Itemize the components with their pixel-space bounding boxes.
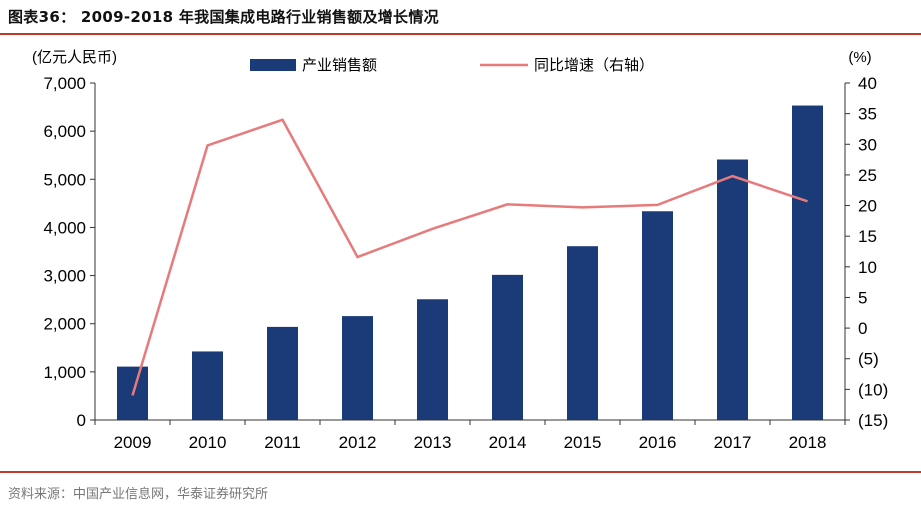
right-tick-label: 10 bbox=[858, 258, 877, 277]
x-tick-label: 2018 bbox=[789, 433, 827, 452]
bar-2012 bbox=[342, 316, 373, 420]
bar-2014 bbox=[492, 274, 523, 420]
growth-line bbox=[131, 118, 808, 396]
right-tick-label: (5) bbox=[858, 350, 879, 369]
legend-line-label: 同比增速（右轴） bbox=[534, 57, 654, 74]
right-tick-label: 30 bbox=[858, 135, 877, 154]
right-tick-label: 5 bbox=[858, 288, 867, 307]
right-tick-label: 35 bbox=[858, 105, 877, 124]
left-axis-label: (亿元人民币) bbox=[32, 49, 117, 66]
x-tick-label: 2014 bbox=[489, 433, 527, 452]
bar-2015 bbox=[567, 246, 598, 420]
left-tick-label: 7,000 bbox=[43, 74, 86, 93]
figure-title: 图表36： 2009-2018 年我国集成电路行业销售额及增长情况 bbox=[8, 8, 439, 26]
x-tick-label: 2012 bbox=[339, 433, 377, 452]
source-rule bbox=[0, 471, 921, 473]
legend-bar-label: 产业销售额 bbox=[302, 57, 377, 74]
x-tick-label: 2009 bbox=[114, 433, 152, 452]
right-tick-label: 25 bbox=[858, 166, 877, 185]
right-tick-label: (10) bbox=[858, 380, 888, 399]
right-tick-label: 15 bbox=[858, 227, 877, 246]
left-tick-label: 3,000 bbox=[43, 267, 86, 286]
x-tick-label: 2015 bbox=[564, 433, 602, 452]
right-tick-label: (15) bbox=[858, 411, 888, 430]
title-rule bbox=[0, 33, 921, 35]
x-tick-label: 2016 bbox=[639, 433, 677, 452]
combo-chart: 0 1,000 2,000 3,000 4,000 5,000 6,000 7,000 (15… bbox=[32, 49, 888, 452]
bar-2010 bbox=[192, 351, 223, 420]
x-tick-label: 2010 bbox=[189, 433, 227, 452]
right-tick-label: 0 bbox=[858, 319, 867, 338]
left-tick-label: 4,000 bbox=[43, 218, 86, 237]
legend-bar-swatch bbox=[250, 59, 296, 71]
left-tick-label: 2,000 bbox=[43, 315, 86, 334]
right-tick-group: (15) (10) (5) 0 5 10 15 20 25 30 35 40 bbox=[845, 74, 888, 430]
x-tick-label: 2011 bbox=[264, 433, 301, 452]
bar-2017 bbox=[717, 159, 748, 420]
right-tick-label: 20 bbox=[858, 197, 877, 216]
source-note: 资料来源：中国产业信息网，华泰证券研究所 bbox=[8, 487, 269, 502]
bar-2011 bbox=[267, 326, 298, 420]
x-tick-label: 2013 bbox=[414, 433, 452, 452]
left-tick-group: 0 1,000 2,000 3,000 4,000 5,000 6,000 7,000 bbox=[43, 74, 95, 430]
bar-2018 bbox=[792, 105, 823, 421]
left-tick-label: 0 bbox=[77, 411, 86, 430]
x-tick-group: 2009 2010 2011 2012 2013 2014 2015 2016 2017 2018 bbox=[94, 420, 846, 452]
left-tick-label: 5,000 bbox=[43, 170, 86, 189]
left-tick-label: 1,000 bbox=[43, 363, 86, 382]
bar-2016 bbox=[642, 211, 673, 420]
bar-2013 bbox=[417, 299, 448, 420]
right-tick-label: 40 bbox=[858, 74, 877, 93]
right-axis-label: (%) bbox=[848, 49, 871, 66]
bar-series-group bbox=[117, 105, 823, 421]
x-tick-label: 2017 bbox=[714, 433, 752, 452]
left-tick-label: 6,000 bbox=[43, 122, 86, 141]
legend: 产业销售额 同比增速（右轴） bbox=[250, 57, 654, 74]
